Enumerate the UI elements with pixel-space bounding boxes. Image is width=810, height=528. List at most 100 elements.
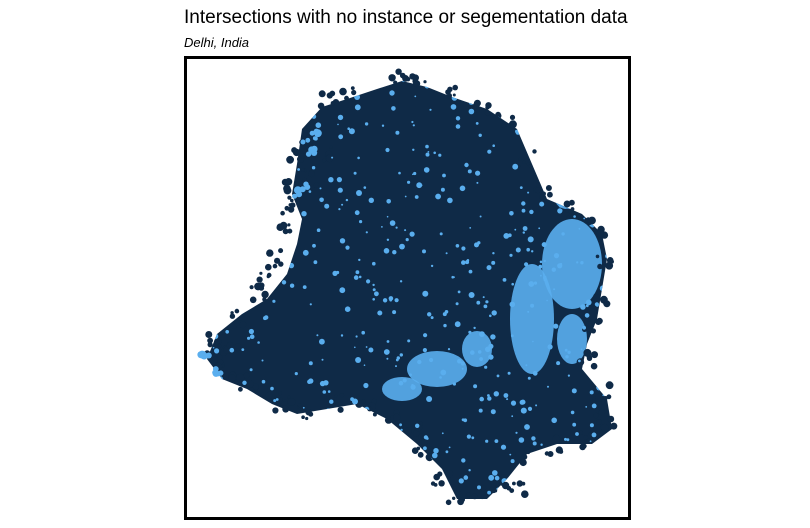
light-point — [386, 238, 390, 241]
light-point — [430, 316, 434, 320]
light-point — [598, 480, 603, 485]
light-point — [465, 95, 470, 101]
light-point — [382, 298, 388, 303]
light-point — [500, 444, 507, 450]
light-point — [447, 197, 453, 204]
light-point — [277, 184, 283, 191]
light-point — [327, 390, 331, 393]
light-point — [422, 348, 427, 353]
light-point — [582, 325, 586, 330]
dark-point — [412, 430, 420, 437]
dark-point — [395, 68, 402, 75]
light-point — [450, 81, 456, 83]
light-point — [467, 169, 472, 174]
light-point — [372, 298, 375, 301]
dark-point — [426, 443, 430, 447]
dark-point — [284, 205, 290, 211]
dark-point — [256, 276, 263, 283]
light-point — [433, 151, 436, 155]
dark-point — [596, 419, 602, 425]
map-canvas — [197, 68, 618, 506]
light-point — [558, 204, 563, 208]
light-point — [554, 85, 557, 88]
light-point — [492, 470, 498, 476]
light-point — [214, 348, 220, 354]
light-point — [494, 98, 500, 103]
light-point — [475, 170, 481, 176]
dark-point — [234, 308, 240, 314]
dark-point — [521, 454, 528, 460]
light-point — [540, 443, 543, 446]
dark-point — [287, 398, 296, 406]
light-point — [294, 372, 298, 376]
light-point — [258, 265, 261, 269]
light-point — [584, 196, 591, 203]
light-point — [324, 203, 330, 209]
dark-point — [480, 496, 484, 500]
light-point — [521, 208, 526, 213]
light-point — [367, 453, 371, 458]
light-point — [355, 357, 362, 363]
light-point — [413, 171, 417, 176]
light-point — [212, 346, 215, 349]
dark-point — [456, 487, 462, 493]
light-point — [415, 423, 420, 428]
light-point — [226, 163, 231, 167]
light-point — [507, 371, 511, 375]
light-point — [422, 290, 429, 297]
light-point — [240, 404, 245, 409]
dark-point — [278, 248, 284, 254]
dark-point — [610, 422, 618, 430]
light-point — [551, 417, 557, 424]
dark-point — [522, 160, 526, 164]
light-point — [545, 490, 549, 493]
light-point — [312, 136, 317, 141]
light-point — [440, 369, 447, 376]
light-point — [538, 264, 543, 269]
light-point — [473, 384, 478, 389]
light-point — [509, 211, 514, 216]
dark-point — [205, 331, 213, 338]
light-point — [263, 125, 267, 129]
light-point — [255, 200, 258, 204]
light-point — [302, 406, 305, 409]
light-point — [400, 428, 403, 432]
dark-point — [217, 354, 223, 360]
light-point — [345, 198, 349, 202]
light-point — [257, 341, 260, 344]
light-point — [426, 396, 433, 402]
dark-point — [238, 386, 243, 392]
light-point — [536, 162, 541, 167]
dark-point — [518, 157, 522, 161]
light-point — [387, 477, 392, 481]
light-point — [395, 358, 399, 362]
light-point — [332, 270, 338, 276]
dark-point — [265, 263, 272, 271]
light-point — [249, 334, 255, 340]
light-point — [519, 186, 523, 189]
light-point — [295, 227, 300, 233]
light-point — [392, 310, 397, 315]
light-point — [297, 168, 300, 171]
light-point — [225, 330, 229, 334]
light-point — [261, 379, 266, 384]
light-point — [460, 361, 465, 366]
light-point — [261, 461, 267, 467]
dark-point — [438, 480, 445, 487]
light-point — [443, 323, 447, 328]
dark-point — [329, 145, 333, 149]
light-point — [344, 306, 351, 312]
light-point — [558, 457, 565, 464]
light-point — [492, 144, 496, 147]
light-point — [359, 220, 363, 224]
dark-point — [558, 449, 564, 454]
dark-point — [207, 337, 213, 344]
dark-point — [290, 198, 294, 203]
light-point — [282, 483, 285, 486]
light-point — [526, 485, 529, 488]
light-point — [205, 352, 212, 359]
dark-point — [528, 164, 533, 168]
light-point — [464, 162, 469, 168]
light-point — [404, 195, 407, 198]
light-point — [340, 334, 344, 337]
